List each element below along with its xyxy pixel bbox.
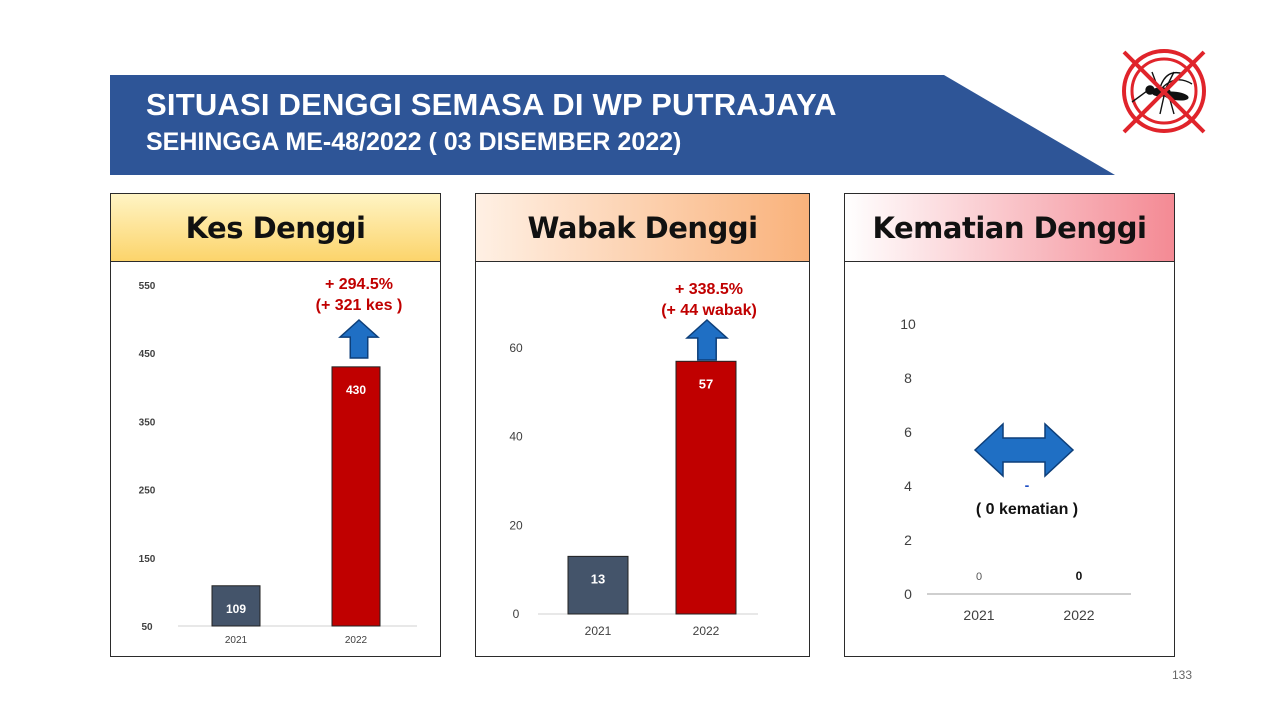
y-tick-label: 250	[139, 486, 156, 497]
banner-shape	[110, 75, 1115, 175]
bar-value-label: 57	[699, 376, 713, 391]
bar	[675, 360, 737, 615]
page-subtitle: SEHINGGA ME-48/2022 ( 03 DISEMBER 2022)	[146, 128, 682, 156]
panel-header: Kes Denggi	[111, 194, 440, 262]
panel-wabak-denggi: Wabak Denggi 0 20 40 60 13 2021 57 2022 + 338.5%…	[475, 193, 810, 657]
up-arrow-icon	[685, 318, 729, 361]
x-tick-label: 2021	[225, 635, 248, 646]
y-tick-label: 450	[139, 349, 156, 360]
bar	[211, 585, 261, 627]
y-tick-label: 40	[509, 430, 523, 444]
bar-value-label: 0	[1076, 569, 1083, 583]
y-tick-label: 50	[141, 622, 153, 633]
panel-header: Wabak Denggi	[476, 194, 809, 262]
panel-title: Kes Denggi	[185, 210, 366, 245]
page-title: SITUASI DENGGI SEMASA DI WP PUTRAJAYA	[146, 87, 837, 122]
y-tick-label: 4	[904, 478, 912, 494]
wabak-denggi-chart: 0 20 40 60 13 2021 57 2022 + 338.5% (+ 44 wabak)	[509, 281, 758, 638]
y-tick-label: 20	[509, 518, 523, 532]
banner-background	[110, 75, 1115, 175]
left-right-arrow-icon	[973, 422, 1075, 478]
panel-header: Kematian Denggi	[845, 194, 1174, 262]
title-banner: SITUASI DENGGI SEMASA DI WP PUTRAJAYA SE…	[0, 0, 1280, 200]
y-tick-label: 350	[139, 417, 156, 428]
y-tick-label: 150	[139, 554, 156, 565]
x-tick-label: 2022	[345, 635, 368, 646]
bar-value-label: 0	[976, 571, 982, 583]
y-tick-label: 8	[904, 370, 912, 386]
bar	[567, 555, 629, 615]
change-annotation: (+ 321 kes )	[316, 297, 403, 314]
panel-title: Kematian Denggi	[872, 210, 1147, 245]
dash-mark: -	[1025, 477, 1030, 493]
y-tick-label: 0	[513, 607, 520, 621]
x-tick-label: 2022	[693, 624, 720, 638]
x-tick-label: 2021	[585, 624, 612, 638]
x-tick-label: 2021	[963, 607, 994, 623]
bar-value-label: 109	[226, 602, 246, 616]
kematian-denggi-chart: 0 2 4 6 8 10 0 2021 0 2022 - ( 0 kematian )	[900, 316, 1131, 623]
y-tick-label: 2	[904, 532, 912, 548]
bar	[331, 366, 381, 627]
page-number: 133	[1172, 668, 1193, 682]
y-tick-label: 60	[509, 341, 523, 355]
kes-denggi-chart: 50 150 250 350 450 550 109 2021 430 2022 + 294.5% (…	[139, 276, 417, 646]
no-mosquito-icon	[1114, 44, 1214, 140]
y-tick-label: 0	[904, 586, 912, 602]
change-annotation: (+ 44 wabak)	[661, 302, 757, 319]
y-tick-label: 550	[139, 281, 156, 292]
deaths-annotation: ( 0 kematian )	[976, 501, 1078, 518]
panel-title: Wabak Denggi	[527, 210, 758, 245]
y-tick-label: 6	[904, 424, 912, 440]
bar-value-label: 430	[346, 383, 366, 397]
panel-kes-denggi: Kes Denggi 50 150 250 350 450 550 109 2021 430 20…	[110, 193, 441, 657]
x-tick-label: 2022	[1063, 607, 1094, 623]
bar-value-label: 13	[591, 571, 605, 586]
change-annotation: + 338.5%	[675, 281, 743, 298]
panel-kematian-denggi: Kematian Denggi 0 2 4 6 8 10 0 2021 0 2022 - ( 0 ke…	[844, 193, 1175, 657]
change-annotation: + 294.5%	[325, 276, 393, 293]
y-tick-label: 10	[900, 316, 916, 332]
up-arrow-icon	[338, 318, 380, 359]
